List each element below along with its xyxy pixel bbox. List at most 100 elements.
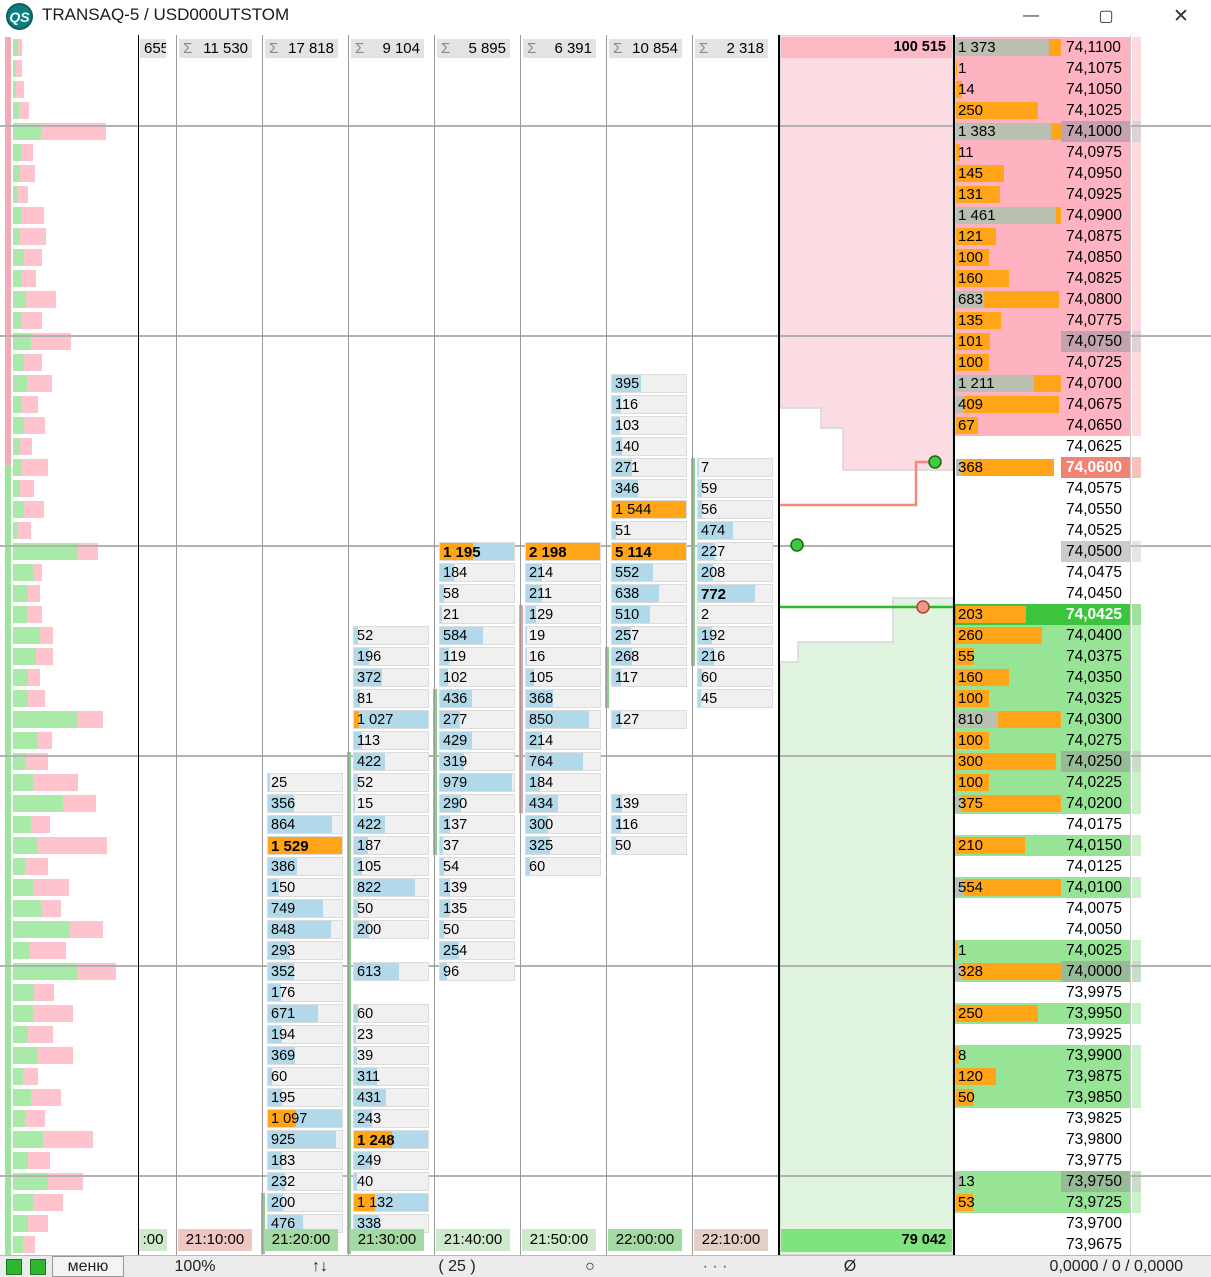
ladder-row[interactable] — [954, 478, 1061, 499]
ladder-price[interactable]: 73,9675 — [1061, 1234, 1130, 1255]
ladder-price[interactable]: 73,9950 — [1061, 1003, 1130, 1024]
ladder-row[interactable]: 121 — [954, 226, 1061, 247]
ladder-price[interactable]: 74,0575 — [1061, 478, 1130, 499]
ladder-price[interactable]: 74,0850 — [1061, 247, 1130, 268]
ladder-price[interactable]: 74,0975 — [1061, 142, 1130, 163]
ladder-price[interactable]: 74,0175 — [1061, 814, 1130, 835]
ladder-row[interactable]: 683 — [954, 289, 1061, 310]
ladder-row[interactable] — [954, 1234, 1061, 1255]
ladder-row[interactable]: 250 — [954, 100, 1061, 121]
ladder-row[interactable] — [954, 1108, 1061, 1129]
ladder-price[interactable]: 74,0625 — [1061, 436, 1130, 457]
ladder-price[interactable]: 74,0025 — [1061, 940, 1130, 961]
ladder-row[interactable]: 100 — [954, 688, 1061, 709]
minimize-button[interactable]: — — [1023, 7, 1039, 24]
ladder-price[interactable]: 74,0750 — [1061, 331, 1130, 352]
ladder-price[interactable]: 74,0100 — [1061, 877, 1130, 898]
ladder-row[interactable]: 14 — [954, 79, 1061, 100]
ladder-row[interactable]: 101 — [954, 331, 1061, 352]
ladder-price[interactable]: 74,0275 — [1061, 730, 1130, 751]
maximize-button[interactable]: ▢ — [1098, 8, 1114, 25]
ladder-price[interactable]: 74,0825 — [1061, 268, 1130, 289]
ladder-row[interactable]: 13 — [954, 1171, 1061, 1192]
ladder-row[interactable]: 1 — [954, 58, 1061, 79]
aggregation-step[interactable]: ( 25 ) — [438, 1258, 476, 1275]
ladder-row[interactable] — [954, 1129, 1061, 1150]
ladder-price[interactable]: 73,9725 — [1061, 1192, 1130, 1213]
ladder-row[interactable]: 55 — [954, 646, 1061, 667]
ladder-row[interactable]: 8 — [954, 1045, 1061, 1066]
ladder-price[interactable]: 74,0050 — [1061, 919, 1130, 940]
ladder-row[interactable]: 53 — [954, 1192, 1061, 1213]
ladder-row[interactable]: 368 — [954, 457, 1061, 478]
ladder-price[interactable]: 74,0425 — [1061, 604, 1130, 625]
ladder-row[interactable] — [954, 814, 1061, 835]
ladder-price[interactable]: 74,0125 — [1061, 856, 1130, 877]
ladder-price[interactable]: 74,0325 — [1061, 688, 1130, 709]
circle-marker-icon[interactable]: ○ — [585, 1258, 595, 1275]
ladder-row[interactable]: 100 — [954, 247, 1061, 268]
ladder-row[interactable] — [954, 541, 1061, 562]
ladder-price[interactable]: 74,1100 — [1061, 37, 1130, 58]
ladder-price[interactable]: 74,0775 — [1061, 310, 1130, 331]
ladder-row[interactable] — [954, 1150, 1061, 1171]
ladder-price[interactable]: 74,0550 — [1061, 499, 1130, 520]
menu-button[interactable]: меню — [52, 1256, 124, 1277]
ladder-price[interactable]: 73,9875 — [1061, 1066, 1130, 1087]
ladder-row[interactable]: 11 — [954, 142, 1061, 163]
ladder-row[interactable]: 300 — [954, 751, 1061, 772]
ladder-price[interactable]: 74,0900 — [1061, 205, 1130, 226]
ladder-price[interactable]: 74,0225 — [1061, 772, 1130, 793]
ladder-price[interactable]: 74,0700 — [1061, 373, 1130, 394]
sort-toggle-icon[interactable]: ↑↓ — [312, 1258, 328, 1275]
ladder-price[interactable]: 74,0475 — [1061, 562, 1130, 583]
more-options-icon[interactable]: · · · — [702, 1258, 728, 1275]
ladder-row[interactable]: 100 — [954, 730, 1061, 751]
ladder-row[interactable] — [954, 562, 1061, 583]
ladder-row[interactable]: 203 — [954, 604, 1061, 625]
ladder-price[interactable]: 74,0200 — [1061, 793, 1130, 814]
ladder-row[interactable] — [954, 520, 1061, 541]
ladder-price[interactable]: 74,0525 — [1061, 520, 1130, 541]
ladder-price[interactable]: 74,0400 — [1061, 625, 1130, 646]
ladder-price[interactable]: 74,0875 — [1061, 226, 1130, 247]
ladder-price[interactable]: 74,0075 — [1061, 898, 1130, 919]
ladder-row[interactable]: 210 — [954, 835, 1061, 856]
ladder-row[interactable] — [954, 499, 1061, 520]
ladder-row[interactable]: 409 — [954, 394, 1061, 415]
ladder-price[interactable]: 73,9975 — [1061, 982, 1130, 1003]
ladder-row[interactable]: 145 — [954, 163, 1061, 184]
zoom-level[interactable]: 100% — [174, 1258, 216, 1275]
ladder-price[interactable]: 74,0500 — [1061, 541, 1130, 562]
ladder-price[interactable]: 74,0650 — [1061, 415, 1130, 436]
ladder-row[interactable]: 260 — [954, 625, 1061, 646]
ladder-row[interactable]: 1 461 — [954, 205, 1061, 226]
ladder-row[interactable]: 554 — [954, 877, 1061, 898]
ladder-price[interactable]: 74,0800 — [1061, 289, 1130, 310]
ladder-row[interactable]: 160 — [954, 667, 1061, 688]
ladder-row[interactable] — [954, 583, 1061, 604]
ladder-row[interactable]: 375 — [954, 793, 1061, 814]
close-button[interactable]: ✕ — [1173, 5, 1189, 27]
ladder-row[interactable]: 1 — [954, 940, 1061, 961]
ladder-row[interactable]: 1 383 — [954, 121, 1061, 142]
ladder-row[interactable]: 67 — [954, 415, 1061, 436]
ladder-row[interactable]: 328 — [954, 961, 1061, 982]
ladder-row[interactable] — [954, 919, 1061, 940]
ladder-price[interactable]: 73,9700 — [1061, 1213, 1130, 1234]
ladder-price[interactable]: 74,0450 — [1061, 583, 1130, 604]
ladder-price[interactable]: 74,0000 — [1061, 961, 1130, 982]
ladder-price[interactable]: 73,9900 — [1061, 1045, 1130, 1066]
ladder-row[interactable]: 131 — [954, 184, 1061, 205]
ladder-row[interactable]: 250 — [954, 1003, 1061, 1024]
ladder-row[interactable]: 50 — [954, 1087, 1061, 1108]
ladder-row[interactable]: 120 — [954, 1066, 1061, 1087]
ladder-row[interactable] — [954, 898, 1061, 919]
ladder-price[interactable]: 74,1025 — [1061, 100, 1130, 121]
ladder-row[interactable]: 100 — [954, 772, 1061, 793]
average-icon[interactable]: Ø — [843, 1258, 857, 1275]
ladder-price[interactable]: 73,9850 — [1061, 1087, 1130, 1108]
ladder-row[interactable]: 135 — [954, 310, 1061, 331]
ladder-price[interactable]: 73,9775 — [1061, 1150, 1130, 1171]
ladder-row[interactable]: 1 373 — [954, 37, 1061, 58]
